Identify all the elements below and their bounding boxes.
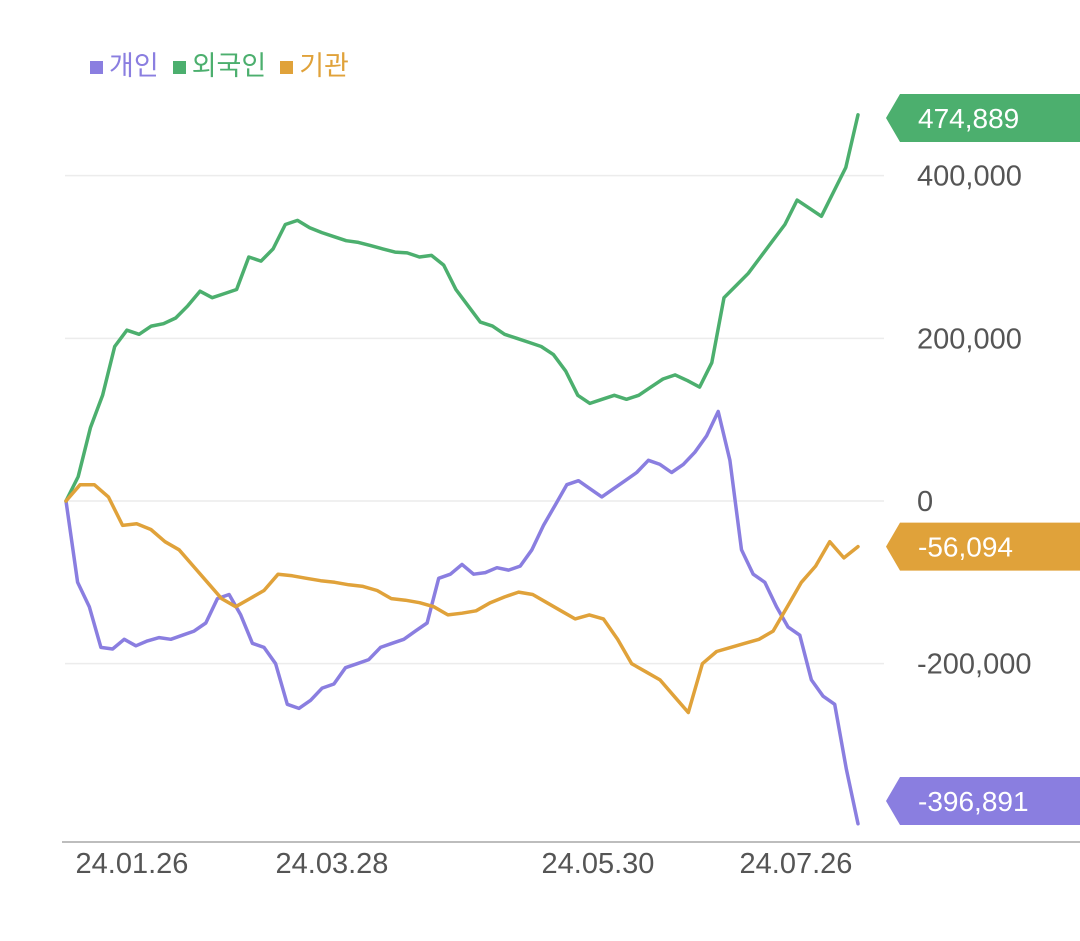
value-badge-label-foreign: 474,889 bbox=[918, 103, 1019, 134]
legend-item-individual[interactable]: 개인 bbox=[90, 50, 159, 84]
x-tick-label: 24.03.28 bbox=[276, 848, 389, 880]
legend-item-institution[interactable]: 기관 bbox=[280, 50, 349, 84]
y-tick-label: 200,000 bbox=[917, 323, 1022, 355]
legend-label-foreign: 외국인 bbox=[191, 51, 267, 82]
legend-swatch-foreign bbox=[172, 60, 186, 74]
y-tick-label: 0 bbox=[917, 486, 933, 518]
y-tick-label: -200,000 bbox=[917, 649, 1032, 681]
y-tick-label: 400,000 bbox=[917, 161, 1022, 193]
legend-label-institution: 기관 bbox=[299, 51, 349, 82]
series-line-individual bbox=[64, 409, 860, 826]
legend-swatch-individual bbox=[90, 60, 103, 74]
value-badge-institution bbox=[886, 522, 1080, 571]
value-badge-label-institution: -56,094 bbox=[918, 532, 1013, 563]
x-tick-label: 24.01.26 bbox=[76, 848, 189, 880]
x-tick-label: 24.07.26 bbox=[740, 848, 853, 880]
x-tick-label: 24.05.30 bbox=[542, 848, 655, 880]
legend-label-individual: 개인 bbox=[109, 51, 159, 82]
legend: 개인 외국인 기관 bbox=[90, 50, 349, 84]
value-badge-label-individual: -396,891 bbox=[918, 786, 1029, 817]
series-line-institution bbox=[64, 482, 860, 715]
legend-item-foreign[interactable]: 외국인 bbox=[172, 50, 267, 84]
value-badge-foreign bbox=[886, 94, 1080, 142]
legend-swatch-institution bbox=[280, 60, 294, 74]
series-line-foreign bbox=[64, 113, 860, 503]
value-badge-individual bbox=[886, 777, 1080, 825]
